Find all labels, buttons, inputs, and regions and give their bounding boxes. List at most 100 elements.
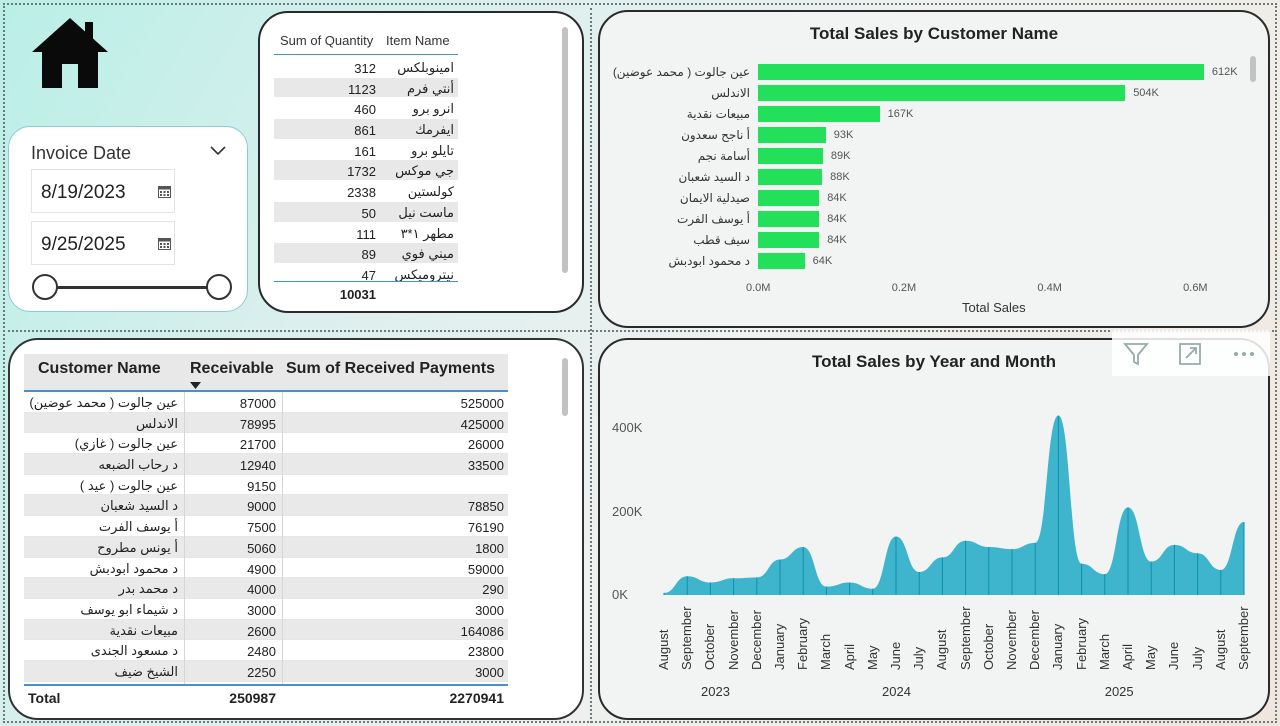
table-row[interactable]: د رحاب الضبعه 12940 33500	[24, 454, 508, 475]
receivable-cell: 9150	[247, 478, 276, 494]
customer-name-cell: عين جالوت ( غازي)	[74, 436, 178, 452]
table-row[interactable]: د محمود ابودبش 4900 59000	[24, 558, 508, 579]
received-payments-cell: 78850	[467, 499, 504, 515]
bar-4[interactable]	[758, 127, 826, 143]
bar-7[interactable]	[758, 190, 820, 206]
customer-name-cell: عين جالوت ( محمد عوضين)	[29, 395, 178, 410]
bar-category-label: د السيد شعبان	[678, 170, 750, 184]
bar-10[interactable]	[758, 253, 805, 269]
table-row[interactable]: د شيماء ابو يوسف 3000 3000	[24, 599, 508, 620]
bar-1[interactable]	[758, 64, 1204, 80]
table-row[interactable]: مبيعات نقدية 2600 164086	[24, 619, 508, 641]
item-name-cell: أنتي فرم	[406, 80, 454, 96]
table-row[interactable]: 89 ميني فوي	[274, 243, 458, 264]
y-axis-tick-label: 0K	[612, 587, 628, 602]
column-header-receivable[interactable]: Receivable	[190, 360, 274, 377]
bar-8[interactable]	[758, 211, 820, 227]
slider-end-handle[interactable]	[206, 274, 232, 300]
month-axis-label: August	[656, 629, 671, 670]
total-received-payments: 2270941	[449, 690, 504, 706]
sort-descending-icon[interactable]	[190, 382, 201, 389]
table-row[interactable]: 312 امينوبلكس	[274, 57, 458, 78]
bar-3[interactable]	[758, 106, 880, 122]
calendar-icon[interactable]	[158, 237, 171, 250]
table-row[interactable]: 47 نيتروميكس	[274, 264, 458, 281]
quantity-cell: 161	[354, 143, 376, 159]
item-name-cell: ميني فوي	[401, 246, 454, 262]
customer-name-cell: عين جالوت ( عيد )	[79, 477, 178, 493]
slider-start-handle[interactable]	[32, 274, 58, 300]
start-date-input[interactable]: 8/19/2023	[31, 169, 175, 213]
table-row[interactable]: 1732 جي موكس	[274, 160, 458, 182]
customer-name-cell: الشيخ ضيف	[114, 663, 178, 679]
table-row[interactable]: 1123 أنتي فرم	[274, 77, 458, 99]
home-icon[interactable]	[30, 16, 110, 90]
table-row[interactable]: د السيد شعبان 9000 78850	[24, 495, 508, 517]
table-row[interactable]: 111 مطهر ١*٣	[274, 223, 458, 244]
table-row[interactable]: 2338 كولستين	[274, 181, 458, 202]
filter-icon[interactable]	[1122, 340, 1150, 368]
customer-name-cell: د محمود ابودبش	[89, 560, 178, 576]
column-divider	[184, 392, 185, 684]
column-header-quantity[interactable]: Sum of Quantity	[280, 33, 374, 48]
table-row[interactable]: عين جالوت ( محمد عوضين) 87000 525000	[24, 392, 508, 413]
table-row[interactable]: 460 انرو برو	[274, 98, 458, 120]
bar-5[interactable]	[758, 148, 823, 164]
table-row[interactable]: أ يوسف الفرت 7500 76190	[24, 516, 508, 537]
table-row[interactable]: عين جالوت ( عيد ) 9150	[24, 475, 508, 496]
x-axis-tick-label: 0.4M	[1037, 282, 1062, 294]
item-name-cell: تايلو برو	[411, 142, 454, 158]
bar-chart-scrollbar[interactable]	[1250, 56, 1256, 82]
column-header-item-name[interactable]: Item Name	[386, 33, 450, 48]
bar-9[interactable]	[758, 232, 820, 248]
item-name-cell: مطهر ١*٣	[400, 225, 454, 241]
item-name-cell: نيتروميكس	[394, 266, 454, 281]
customer-name-cell: د رحاب الضبعه	[98, 457, 178, 473]
bar-data-label: 167K	[887, 108, 914, 120]
item-name-cell: انرو برو	[412, 101, 454, 117]
bar-6[interactable]	[758, 169, 823, 185]
more-options-icon[interactable]	[1230, 340, 1258, 368]
date-range-slider-track[interactable]	[45, 286, 221, 289]
x-axis-tick-label: 0.6M	[1183, 282, 1208, 294]
invoice-date-slicer[interactable]: Invoice Date 8/19/2023 9/25/2025	[8, 126, 248, 312]
end-date-input[interactable]: 9/25/2025	[31, 221, 175, 265]
received-payments-cell: 164086	[460, 623, 504, 639]
table-row[interactable]: د محمد بدر 4000 290	[24, 578, 508, 599]
quantity-table-body: 312 امينوبلكس 1123 أنتي فرم 460 انرو برو 861 اي…	[274, 57, 458, 281]
calendar-icon[interactable]	[158, 185, 171, 198]
table-row[interactable]: 161 تايلو برو	[274, 140, 458, 161]
table-row[interactable]: عين جالوت ( غازي) 21700 26000	[24, 433, 508, 455]
month-axis-label: December	[748, 610, 764, 670]
quantity-cell: 1732	[347, 164, 376, 180]
y-axis-tick-label: 400K	[612, 420, 643, 435]
focus-mode-icon[interactable]	[1176, 340, 1204, 368]
month-axis-label: April	[841, 643, 857, 670]
table-row[interactable]: د مسعود الجندى 2480 23800	[24, 640, 508, 661]
customer-name-cell: د مسعود الجندى	[90, 643, 178, 659]
table-row[interactable]: الاندلس 78995 425000	[24, 412, 508, 434]
year-axis-label: 2025	[1104, 684, 1134, 699]
column-header-received-payments[interactable]: Sum of Received Payments	[286, 360, 495, 377]
month-axis-label: June	[1166, 641, 1182, 670]
divider-horizontal	[8, 330, 1274, 332]
chevron-down-icon[interactable]	[209, 143, 227, 157]
area-series[interactable]	[664, 415, 1244, 595]
bar-data-label: 84K	[827, 192, 847, 204]
item-name-cell: امينوبلكس	[397, 60, 454, 75]
table-row[interactable]: 50 ماست نيل	[274, 201, 458, 223]
customers-table-scrollbar[interactable]	[562, 358, 568, 416]
table-row[interactable]: أ يونس مطروح 5060 1800	[24, 536, 508, 558]
bar-data-label: 504K	[1133, 87, 1159, 99]
end-date-value: 9/25/2025	[41, 234, 126, 255]
quantity-table-scrollbar[interactable]	[562, 27, 568, 273]
month-axis-label: October	[702, 623, 718, 670]
total-receivable: 250987	[229, 690, 276, 706]
bar-2[interactable]	[758, 85, 1126, 101]
table-row[interactable]: 861 ايفرمك	[274, 119, 458, 140]
receivable-cell: 3000	[247, 602, 276, 618]
table-row[interactable]: الشيخ ضيف 2250 3000	[24, 660, 508, 682]
area-chart-title: Total Sales by Year and Month	[811, 352, 1057, 371]
received-payments-cell: 23800	[467, 644, 504, 660]
column-header-customer-name[interactable]: Customer Name	[38, 360, 161, 377]
